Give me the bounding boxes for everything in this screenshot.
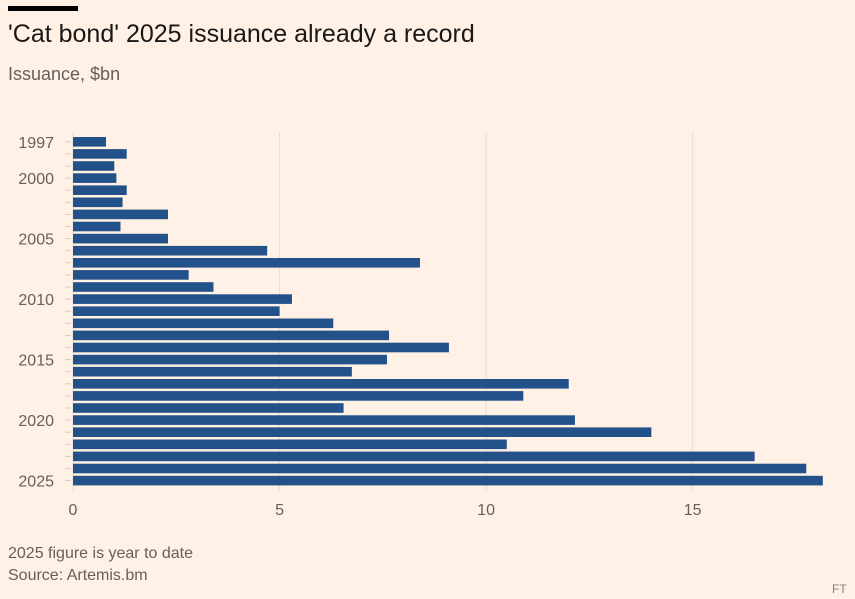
bar-1998 (73, 149, 127, 159)
x-tick-label: 10 (477, 502, 495, 519)
bar-2004 (73, 221, 121, 232)
bar-2023 (73, 451, 755, 462)
y-tick-label: 2010 (18, 292, 54, 309)
bar-2013 (73, 330, 390, 341)
bars (73, 137, 823, 486)
y-tick-label: 2005 (18, 232, 54, 249)
y-axis-labels: 1997 2000 2005 2010 2015 2020 2025 (18, 135, 54, 491)
bar-2025 (73, 475, 823, 486)
chart-subtitle: Issuance, $bn (8, 64, 121, 84)
bar-2006 (73, 245, 268, 256)
x-tick-label: 0 (69, 502, 78, 519)
bar-2014 (73, 342, 449, 353)
y-axis-ticks (65, 141, 71, 482)
footnote: 2025 figure is year to date (8, 545, 194, 562)
source-note: Source: Artemis.bm (8, 567, 148, 584)
bar-chart: 1997 2000 2005 2010 2015 2020 2025 0 5 10 15 (18, 132, 823, 519)
bar-2007 (73, 258, 421, 268)
bar-2024 (73, 463, 807, 474)
bar-2021 (73, 427, 652, 437)
bar-1999 (73, 161, 115, 171)
bar-2019 (73, 403, 344, 413)
bar-2022 (73, 439, 507, 450)
bar-2003 (73, 209, 169, 220)
bar-2017 (73, 379, 569, 389)
x-tick-label: 15 (684, 502, 702, 519)
bar-2011 (73, 306, 280, 316)
y-tick-label: 2020 (18, 413, 54, 430)
bar-2020 (73, 415, 575, 425)
ft-logo: FT (832, 582, 847, 596)
bar-2012 (73, 318, 334, 329)
bar-2000 (73, 173, 117, 183)
chart-title: 'Cat bond' 2025 issuance already a recor… (8, 20, 475, 48)
bar-2002 (73, 197, 123, 208)
y-tick-label: 2025 (18, 474, 54, 491)
bar-2018 (73, 391, 524, 401)
bar-2008 (73, 270, 189, 280)
bar-2015 (73, 354, 387, 365)
bar-2016 (73, 366, 352, 377)
bar-2009 (73, 282, 214, 292)
x-axis-labels: 0 5 10 15 (69, 502, 702, 519)
y-tick-label: 2015 (18, 353, 54, 370)
y-tick-label: 2000 (18, 171, 54, 188)
bar-2005 (73, 233, 169, 244)
y-tick-label: 1997 (18, 135, 54, 152)
header-rule (8, 6, 78, 11)
bar-2010 (73, 294, 292, 304)
bar-1997 (73, 137, 107, 147)
x-tick-label: 5 (275, 502, 284, 519)
bar-2001 (73, 185, 127, 195)
